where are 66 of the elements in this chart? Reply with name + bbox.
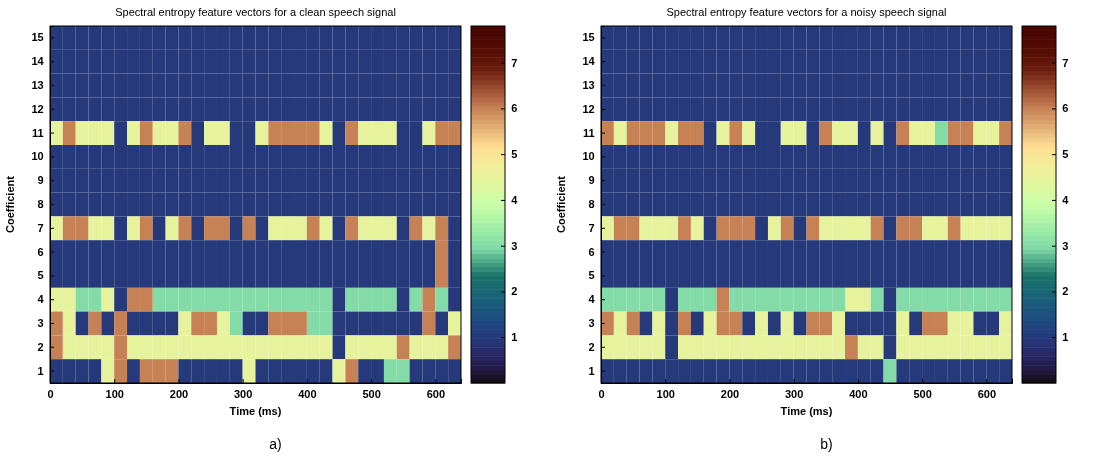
color-bar-label: 5 — [511, 148, 518, 161]
x-tick-label: 400 — [298, 388, 317, 401]
y-tick-label: 3 — [588, 317, 595, 330]
y-tick-label: 8 — [588, 198, 595, 211]
y-axis-title: Coefficient — [4, 175, 16, 233]
y-tick-label: 3 — [37, 317, 44, 330]
y-tick-label: 5 — [37, 269, 44, 282]
x-tick-label: 100 — [656, 388, 675, 401]
y-tick-label: 13 — [31, 79, 44, 92]
x-tick-label: 500 — [362, 388, 381, 401]
y-axis-title: Coefficient — [555, 175, 567, 233]
color-bar-label: 6 — [511, 102, 518, 115]
y-tick-label: 1 — [37, 364, 44, 377]
x-tick-label: 600 — [426, 388, 445, 401]
y-tick-label: 14 — [31, 55, 45, 68]
color-bar-label: 7 — [511, 56, 518, 69]
y-tick-label: 7 — [588, 221, 595, 234]
x-tick-label: 0 — [47, 388, 54, 401]
y-tick-label: 10 — [582, 150, 595, 163]
y-tick-label: 10 — [31, 150, 44, 163]
text: b) — [820, 436, 833, 452]
color-bar-label: 5 — [1062, 148, 1069, 161]
y-tick-label: 15 — [31, 31, 44, 44]
color-bar-label: 6 — [1062, 102, 1069, 115]
color-bar-label: 4 — [1062, 193, 1070, 206]
y-tick-label: 4 — [588, 293, 596, 306]
y-tick-label: 8 — [37, 198, 44, 211]
y-tick-label: 2 — [588, 340, 595, 353]
y-tick-label: 9 — [37, 174, 44, 187]
y-tick-label: 5 — [588, 269, 595, 282]
y-tick-label: 11 — [583, 126, 595, 139]
y-tick-label: 12 — [582, 102, 595, 115]
x-tick-label: 500 — [913, 388, 932, 401]
color-bar-label: 3 — [511, 239, 518, 252]
y-tick-label: 9 — [588, 174, 595, 187]
color-bar-label: 4 — [511, 193, 519, 206]
x-tick-label: 200 — [720, 388, 740, 401]
color-bar-label: 1 — [511, 331, 518, 344]
y-tick-label: 15 — [582, 31, 595, 44]
y-tick-label: 7 — [37, 221, 44, 234]
color-bar-label: 2 — [1062, 285, 1069, 298]
x-tick-label: 300 — [784, 388, 804, 401]
x-tick-label: 200 — [169, 388, 189, 401]
x-tick-label: 600 — [977, 388, 996, 401]
y-tick-label: 11 — [32, 126, 44, 139]
color-bar-label: 1 — [1062, 331, 1069, 344]
x-tick-label: 400 — [849, 388, 868, 401]
color-bar-label: 2 — [511, 285, 518, 298]
chart-title: Spectral entropy feature vectors for a noisy speech signal — [666, 6, 947, 18]
x-tick-label: 300 — [233, 388, 253, 401]
x-axis-title: Time (ms) — [229, 405, 282, 417]
x-tick-label: 0 — [598, 388, 605, 401]
y-tick-label: 13 — [582, 79, 595, 92]
y-tick-label: 14 — [582, 55, 596, 68]
y-tick-label: 2 — [37, 340, 44, 353]
text: a) — [269, 436, 282, 452]
x-tick-label: 100 — [105, 388, 124, 401]
color-bar-label: 7 — [1062, 56, 1069, 69]
x-axis-title: Time (ms) — [780, 405, 833, 417]
color-bar-label: 3 — [1062, 239, 1069, 252]
y-tick-label: 1 — [588, 364, 595, 377]
y-tick-label: 4 — [37, 293, 45, 306]
chart-title: Spectral entropy feature vectors for a clean speech signal — [115, 6, 396, 18]
y-tick-label: 6 — [588, 245, 595, 258]
y-tick-label: 12 — [31, 102, 44, 115]
y-tick-label: 6 — [37, 245, 44, 258]
